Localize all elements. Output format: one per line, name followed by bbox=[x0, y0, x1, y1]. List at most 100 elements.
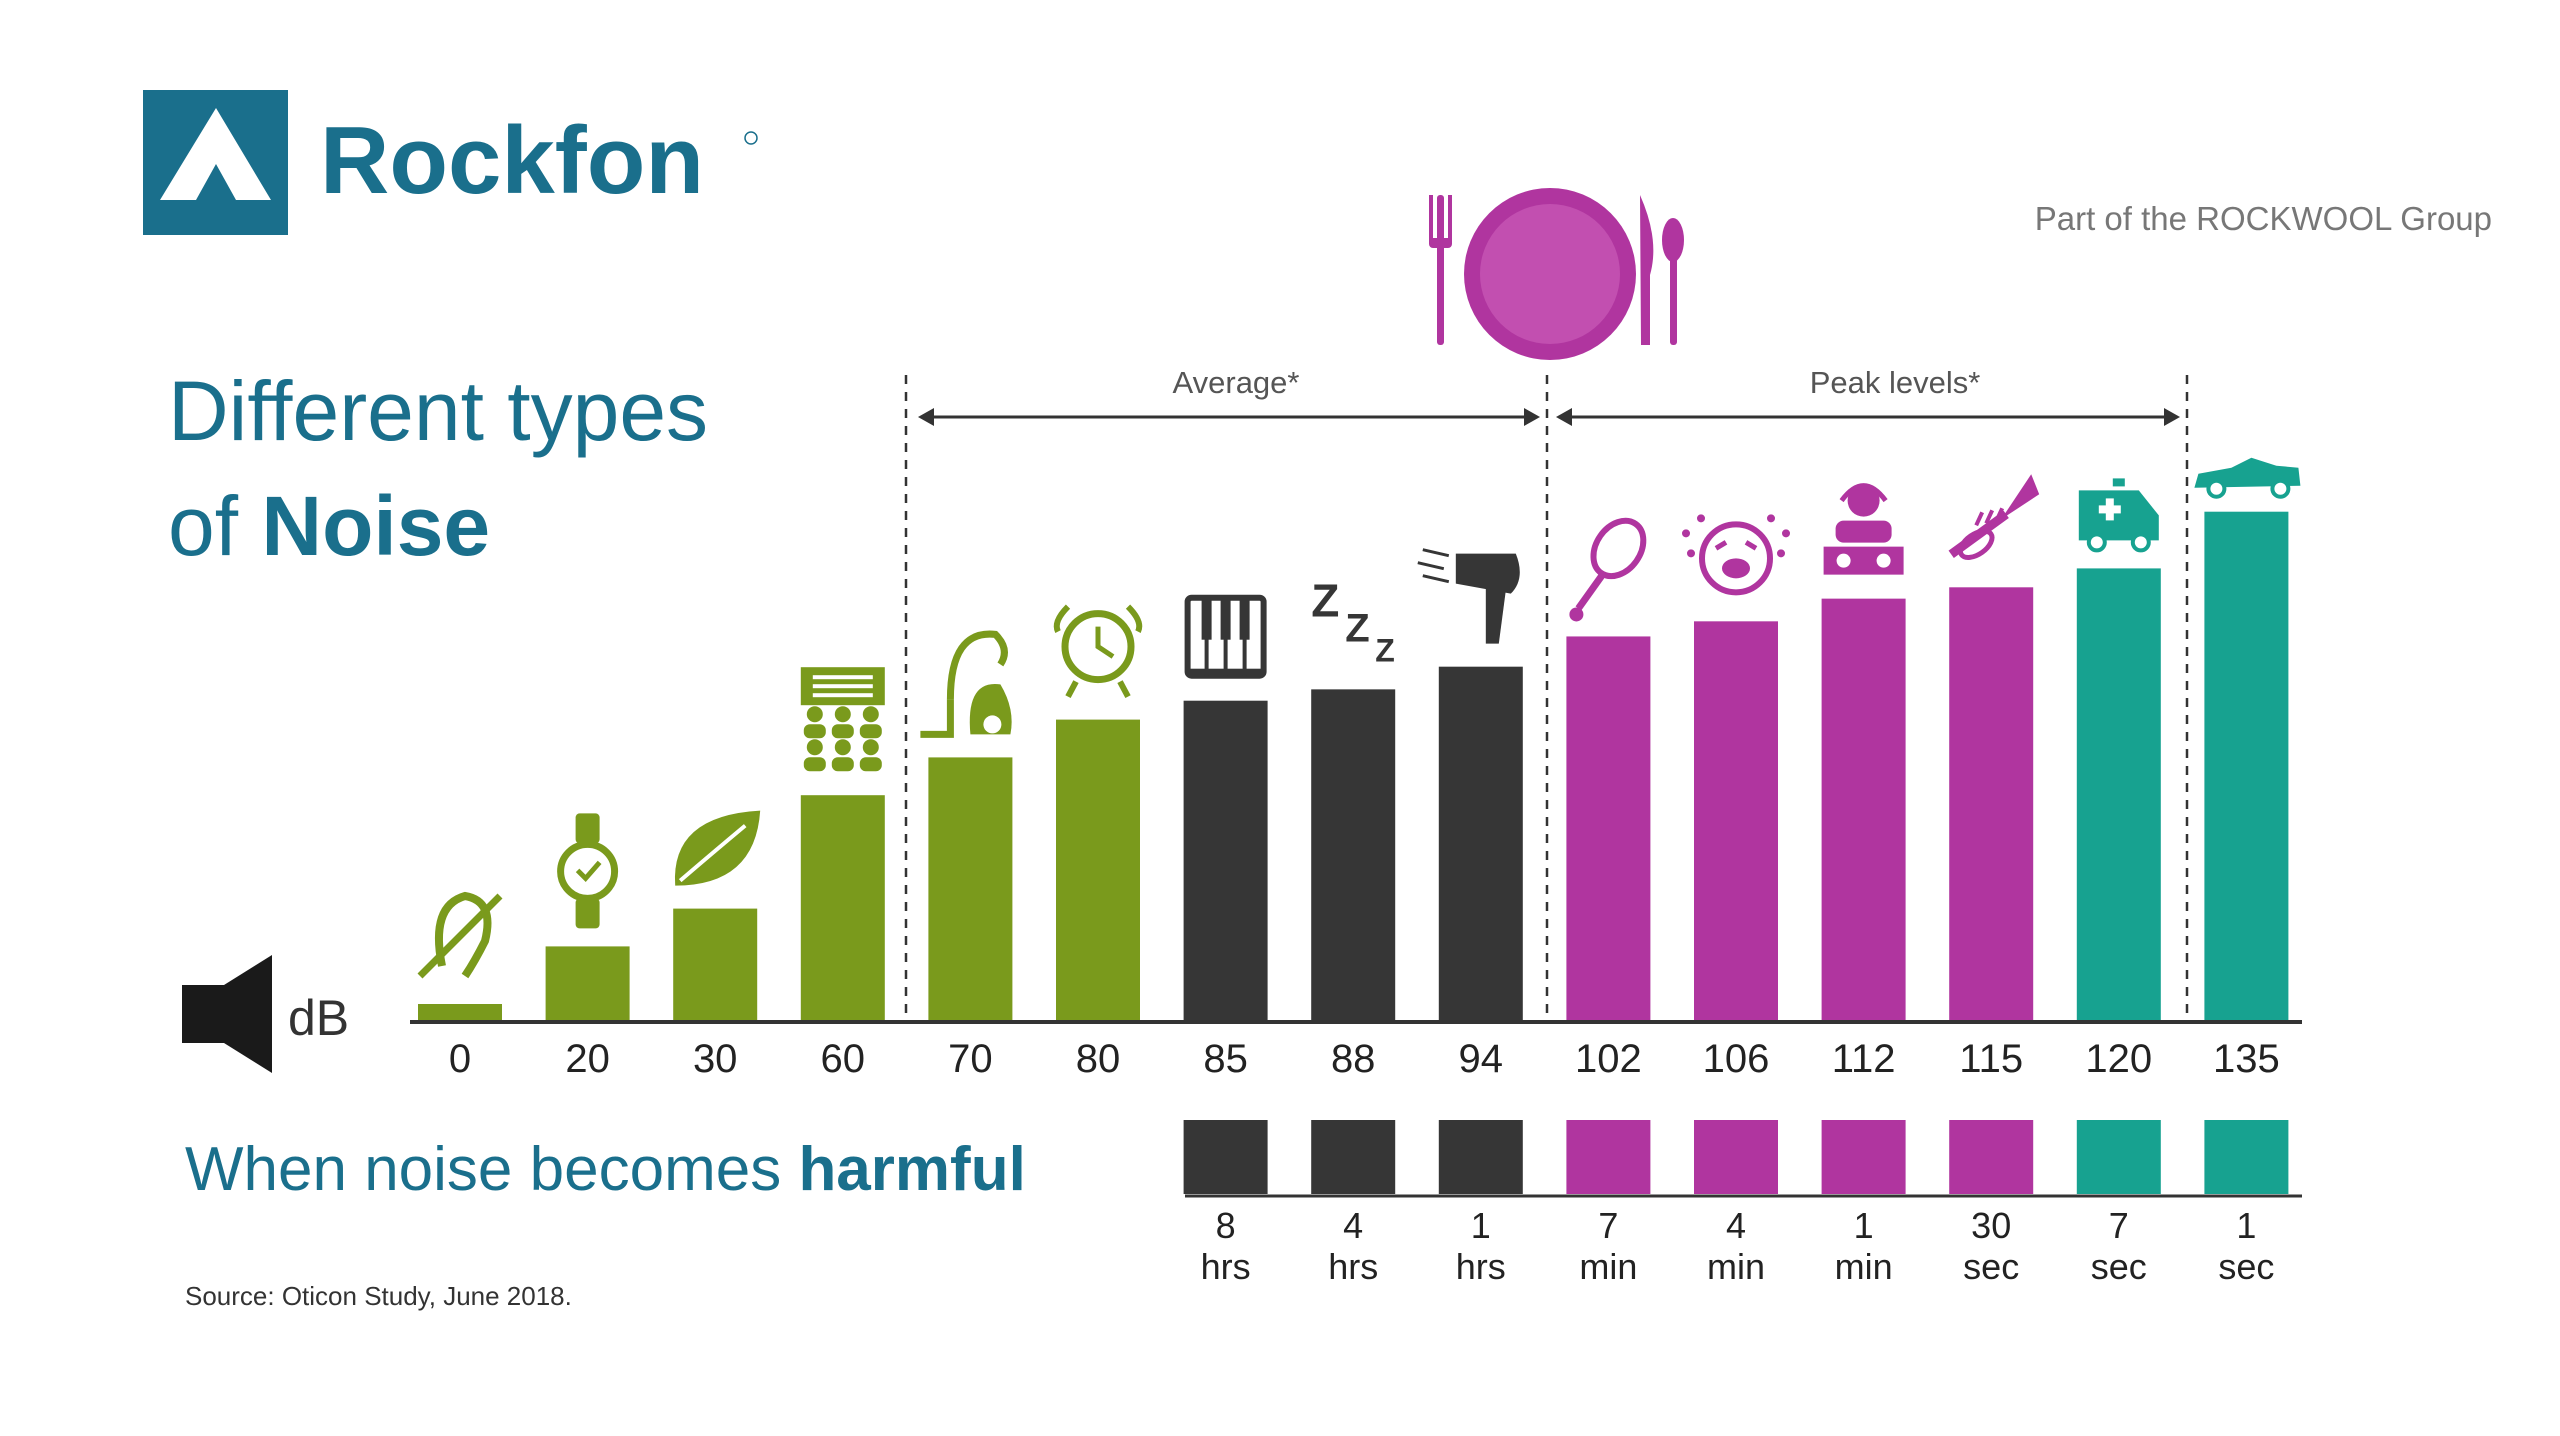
harmful-unit: min bbox=[1835, 1246, 1893, 1287]
tick-label-112: 112 bbox=[1832, 1037, 1896, 1081]
harmful-amount: 7 bbox=[1598, 1205, 1618, 1246]
vacuum-cleaner-icon bbox=[920, 630, 1012, 738]
bar-icons: ZZ Z bbox=[417, 457, 2301, 979]
svg-text:Z: Z bbox=[1375, 632, 1395, 668]
bar-60db bbox=[800, 795, 885, 1022]
bar-0db bbox=[418, 1004, 502, 1022]
subtitle-prefix: When noise becomes bbox=[185, 1135, 798, 1204]
chart-title-line2: of Noise bbox=[168, 479, 490, 573]
svg-text:Z: Z bbox=[1311, 574, 1339, 626]
harmful-amount: 30 bbox=[1971, 1205, 2011, 1246]
harmful-bar-102db bbox=[1566, 1120, 1651, 1194]
harmful-bar-120db bbox=[2076, 1120, 2161, 1194]
bar-85db bbox=[1183, 700, 1268, 1022]
source-note: Source: Oticon Study, June 2018. bbox=[185, 1281, 572, 1311]
tick-label-85: 85 bbox=[1203, 1037, 1248, 1081]
peak-levels-label: Peak levels* bbox=[1810, 365, 1981, 400]
tick-label-0: 0 bbox=[449, 1037, 471, 1081]
bar-102db bbox=[1566, 636, 1651, 1022]
wristwatch-icon bbox=[557, 813, 619, 929]
harmful-bar-106db bbox=[1694, 1120, 1778, 1194]
logo-mountain-icon bbox=[160, 108, 271, 200]
harmful-amount: 4 bbox=[1726, 1205, 1746, 1246]
tick-label-94: 94 bbox=[1459, 1037, 1504, 1081]
tick-label-70: 70 bbox=[948, 1037, 993, 1081]
tick-label-102: 102 bbox=[1575, 1037, 1642, 1081]
harmful-bar-115db bbox=[1949, 1120, 2034, 1194]
harmful-unit: hrs bbox=[1328, 1246, 1378, 1287]
hair-dryer-icon bbox=[1417, 548, 1520, 644]
trumpet-icon bbox=[1948, 474, 2040, 560]
harmful-amount: 7 bbox=[2109, 1205, 2129, 1246]
bar-88db bbox=[1311, 689, 1396, 1022]
speaker-icon bbox=[182, 955, 272, 1073]
snoring-zzz-icon: ZZ Z bbox=[1311, 574, 1395, 668]
plate-cutlery-icon bbox=[1429, 188, 1684, 360]
ear-slash-icon bbox=[417, 891, 503, 979]
average-label: Average* bbox=[1173, 365, 1300, 400]
bar-112db bbox=[1821, 598, 1906, 1022]
bar-30db bbox=[673, 908, 758, 1022]
tick-label-20: 20 bbox=[565, 1037, 610, 1081]
tick-label-60: 60 bbox=[821, 1037, 866, 1081]
tick-label-88: 88 bbox=[1331, 1037, 1376, 1081]
office-meeting-icon bbox=[800, 667, 885, 772]
bar-106db bbox=[1694, 621, 1778, 1022]
harmful-amount: 1 bbox=[1854, 1205, 1874, 1246]
harmful-bar-112db bbox=[1821, 1120, 1906, 1194]
tick-label-115: 115 bbox=[1959, 1037, 2023, 1081]
leaf-icon bbox=[674, 810, 761, 886]
harmful-duration-bars bbox=[1183, 1120, 2289, 1194]
bar-80db bbox=[1056, 719, 1140, 1022]
piano-keys-icon bbox=[1184, 594, 1267, 679]
bar-94db bbox=[1438, 666, 1523, 1022]
range-markers: Average* Peak levels* bbox=[904, 365, 2189, 1022]
harmful-bar-88db bbox=[1311, 1120, 1396, 1194]
title-noise: Noise bbox=[261, 479, 490, 573]
unit-label: dB bbox=[288, 990, 349, 1046]
bars bbox=[418, 511, 2289, 1022]
chart-title-line1: Different types bbox=[168, 364, 708, 458]
harmful-unit: sec bbox=[2091, 1246, 2147, 1287]
tick-label-106: 106 bbox=[1703, 1037, 1770, 1081]
bar-135db bbox=[2204, 511, 2289, 1022]
harmful-unit: sec bbox=[2218, 1246, 2274, 1287]
harmful-bar-135db bbox=[2204, 1120, 2289, 1194]
harmful-bar-94db bbox=[1438, 1120, 1523, 1194]
harmful-amount: 1 bbox=[1471, 1205, 1491, 1246]
harmful-subtitle: When noise becomes harmful bbox=[185, 1135, 1026, 1204]
ambulance-icon bbox=[2078, 478, 2159, 553]
svg-text:Z: Z bbox=[1345, 606, 1369, 650]
harmful-amount: 8 bbox=[1216, 1205, 1236, 1246]
bar-115db bbox=[1949, 587, 2034, 1022]
bar-120db bbox=[2076, 568, 2161, 1022]
dj-icon bbox=[1823, 483, 1904, 575]
brand-tagline: Part of the ROCKWOOL Group bbox=[2035, 200, 2492, 237]
bar-20db bbox=[545, 946, 630, 1022]
harmful-unit: min bbox=[1707, 1246, 1765, 1287]
bar-70db bbox=[928, 757, 1013, 1022]
subtitle-bold: harmful bbox=[798, 1135, 1025, 1204]
crying-baby-icon bbox=[1682, 514, 1790, 596]
tick-label-30: 30 bbox=[693, 1037, 738, 1081]
harmful-bar-85db bbox=[1183, 1120, 1268, 1194]
db-tick-labels: 0 20 30 60 70 80 85 88 94 102 106 112 115 120 135 bbox=[449, 1037, 2280, 1081]
title-of: of bbox=[168, 479, 261, 573]
harmful-unit: hrs bbox=[1201, 1246, 1251, 1287]
harmful-unit: min bbox=[1579, 1246, 1637, 1287]
harmful-amount: 1 bbox=[2236, 1205, 2256, 1246]
harmful-unit: hrs bbox=[1456, 1246, 1506, 1287]
tick-label-135: 135 bbox=[2213, 1037, 2280, 1081]
harmful-unit: sec bbox=[1963, 1246, 2019, 1287]
tick-label-80: 80 bbox=[1076, 1037, 1121, 1081]
tick-label-120: 120 bbox=[2085, 1037, 2152, 1081]
race-car-icon bbox=[2194, 457, 2301, 499]
alarm-clock-icon bbox=[1053, 604, 1143, 699]
tennis-racket-icon bbox=[1569, 517, 1647, 622]
registered-mark-icon bbox=[744, 131, 758, 145]
brand-name: Rockfon bbox=[320, 107, 704, 214]
rockfon-logo: Rockfon bbox=[143, 90, 758, 235]
harmful-amount: 4 bbox=[1343, 1205, 1363, 1246]
